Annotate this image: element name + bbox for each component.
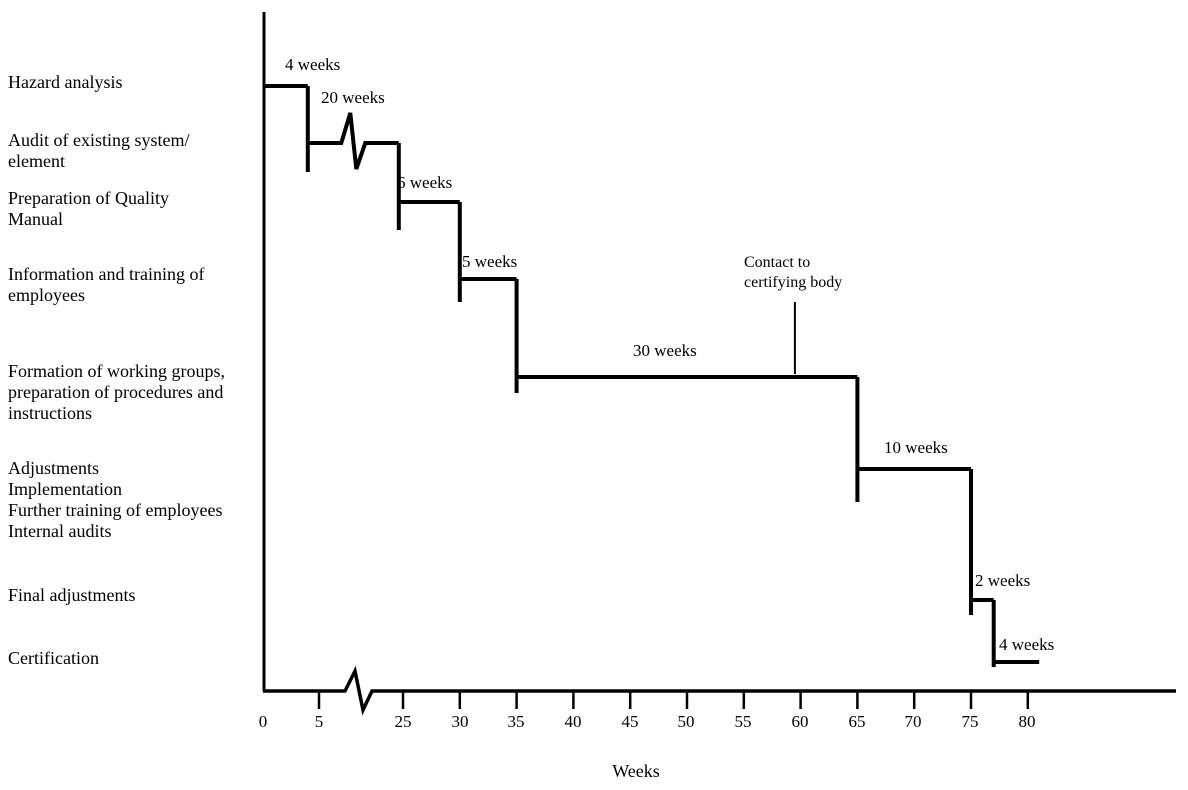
task-label-formation-working-groups: Formation of working groups, preparation… [8, 361, 264, 424]
duration-label-final-adjustments: 2 weeks [975, 571, 1031, 590]
x-axis-with-break [263, 665, 1176, 716]
duration-label-working-groups: 30 weeks [633, 341, 697, 360]
task-label-text: Hazard analysis [8, 72, 123, 92]
task-label-text: Adjustments [8, 458, 100, 478]
task-label-text: preparation of procedures and [8, 382, 224, 402]
annotation-text-line: certifying body [744, 274, 843, 291]
x-axis-title: Weeks [612, 761, 660, 781]
task-label-adjustments-implementation: Adjustments Implementation Further train… [8, 458, 264, 542]
duration-label-certification: 4 weeks [999, 635, 1055, 654]
duration-label-quality-manual: 6 weeks [397, 173, 453, 192]
x-tick-label-30: 30 [451, 712, 469, 731]
task-label-information-training: Information and training of employees [8, 264, 264, 306]
annotation-text-line: Contact to [744, 254, 811, 271]
task-label-text: Manual [8, 209, 63, 229]
x-tick-label-40: 40 [564, 712, 582, 731]
x-axis-ticks [317, 691, 1030, 709]
task-label-text: Audit of existing system/ [8, 130, 190, 150]
task-label-text: Final adjustments [8, 585, 136, 605]
step-line [263, 84, 1040, 667]
x-tick-label-35: 35 [507, 712, 525, 731]
x-tick-label-5: 5 [314, 712, 324, 731]
x-tick-label-25: 25 [394, 712, 412, 731]
task-label-text: employees [8, 285, 85, 305]
duration-label-training: 5 weeks [462, 252, 518, 271]
x-tick-label-65: 65 [848, 712, 866, 731]
task-label-text: Internal audits [8, 521, 112, 541]
task-label-text: Certification [8, 648, 99, 668]
task-label-certification: Certification [8, 648, 264, 669]
task-label-text: Implementation [8, 479, 122, 499]
task-label-text: element [8, 151, 65, 171]
task-label-text: instructions [8, 403, 92, 423]
x-tick-label-75: 75 [961, 712, 979, 731]
x-tick-label-50: 50 [677, 712, 695, 731]
task-label-preparation-quality-manual: Preparation of Quality Manual [8, 188, 264, 230]
task-label-text: Further training of employees [8, 500, 223, 520]
x-tick-label-0: 0 [258, 712, 268, 731]
task-label-audit-existing-system: Audit of existing system/ element [8, 130, 264, 172]
task-label-text: Formation of working groups, [8, 361, 225, 381]
x-tick-label-55: 55 [734, 712, 752, 731]
duration-label-hazard: 4 weeks [285, 55, 341, 74]
task-label-text: Preparation of Quality [8, 188, 169, 208]
x-tick-label-70: 70 [904, 712, 922, 731]
duration-label-audit: 20 weeks [321, 88, 385, 107]
x-tick-label-45: 45 [621, 712, 639, 731]
task-label-final-adjustments: Final adjustments [8, 585, 264, 606]
x-tick-label-60: 60 [791, 712, 809, 731]
task-label-text: Information and training of [8, 264, 205, 284]
duration-label-adjustments: 10 weeks [884, 438, 948, 457]
task-label-hazard-analysis: Hazard analysis [8, 72, 264, 93]
annotation-contact-certifying-body: Contact to certifying body [744, 253, 842, 293]
x-tick-label-80: 80 [1018, 712, 1036, 731]
